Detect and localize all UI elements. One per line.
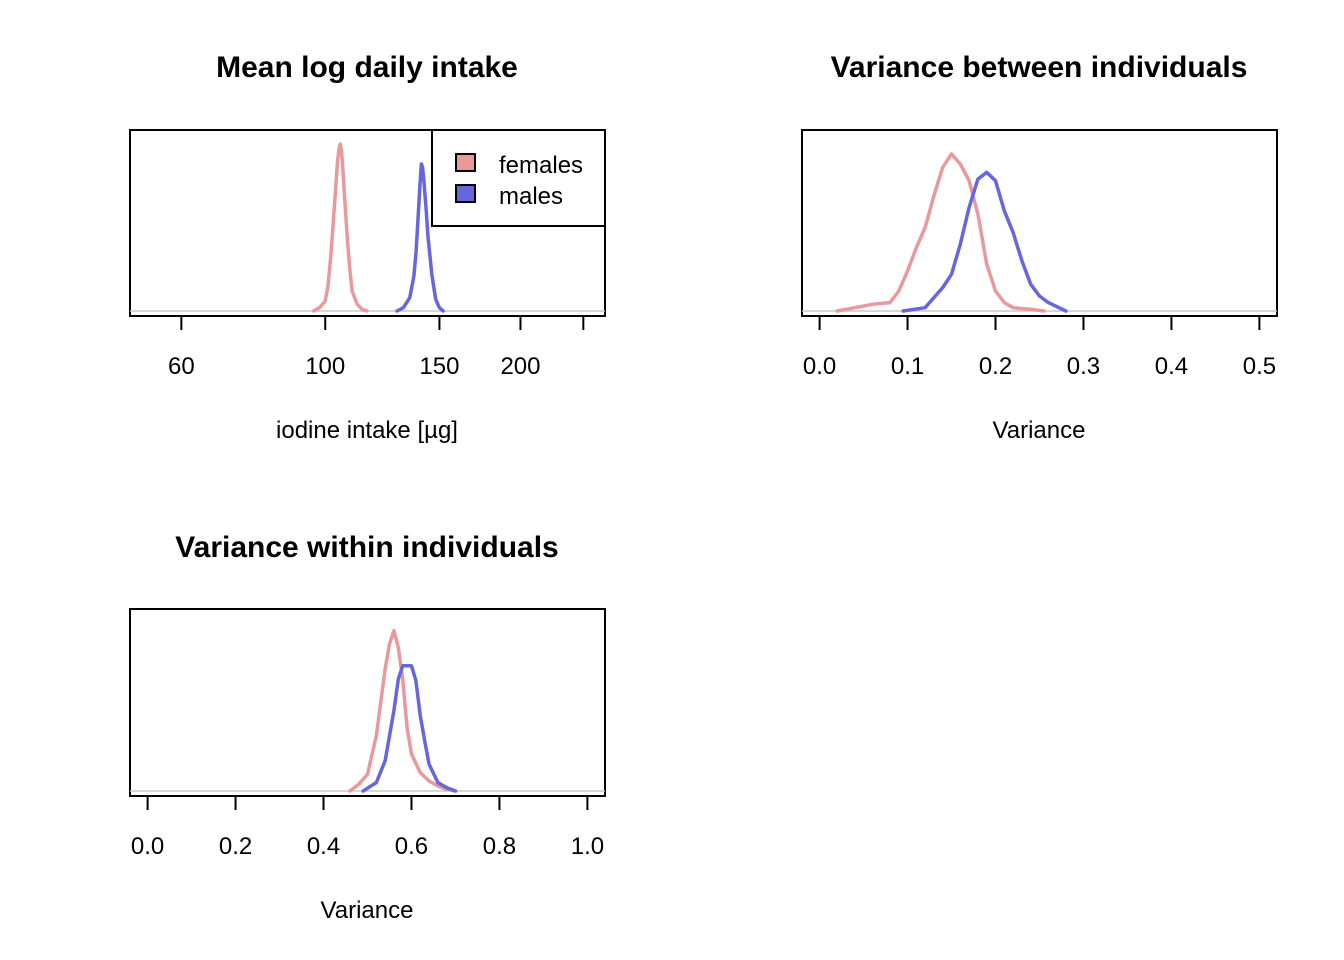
panel1-x-tick-label: 60 [168,353,195,380]
panel3-density-line-females [348,628,458,793]
panel3-x-tick-label: 1.0 [571,833,604,860]
panel2-x-tick-label: 0.0 [803,353,836,380]
panel1-density-line-males [395,162,445,313]
panel2-x-tick-label: 0.2 [979,353,1012,380]
panel1-x-axis-label: iodine intake [µg] [276,417,458,444]
panel2-density-line-males [901,170,1068,313]
panel3-density-line-males [361,664,458,793]
panel2-x-tick-label: 0.4 [1155,353,1188,380]
panel3-x-tick-label: 0.8 [483,833,516,860]
panel2-title: Variance between individuals [831,51,1248,84]
panel2-density-line-females [835,152,1046,313]
panel3-x-axis-label: Variance [321,897,414,924]
legend-key-females [455,153,476,172]
panel-variance-within-individuals: Variance within individuals 0.0 0.2 0.4 0.6… [129,531,606,924]
panel1-marks: 60 100 150 200 [130,142,605,380]
legend-box [431,129,606,227]
panel3-x-tick-label: 0.0 [131,833,164,860]
legend-label-males: males [499,183,563,210]
panel1-x-tick-label: 200 [500,353,540,380]
panel1-legend: females males [431,129,606,227]
panel3-marks: 0.0 0.2 0.4 0.6 0.8 1.0 [130,628,605,860]
panel1-x-tick-label: 100 [305,353,345,380]
panel1-density-line-females [311,142,369,313]
panel2-x-tick-label: 0.1 [891,353,924,380]
panel-variance-between-individuals: Variance between individuals 0.0 0.1 0.2 0.… [801,51,1278,444]
panel3-x-tick-label: 0.4 [307,833,340,860]
panel3-title: Variance within individuals [175,531,558,564]
panel2-marks: 0.0 0.1 0.2 0.3 0.4 0.5 [802,152,1277,380]
panel2-x-tick-label: 0.5 [1243,353,1276,380]
panel2-x-axis-label: Variance [993,417,1086,444]
panel1-title: Mean log daily intake [216,51,518,84]
legend-key-males [455,184,476,203]
panel3-x-tick-label: 0.6 [395,833,428,860]
panel2-x-tick-label: 0.3 [1067,353,1100,380]
panel3-x-tick-label: 0.2 [219,833,252,860]
panel1-x-tick-label: 150 [419,353,459,380]
legend-label-females: females [499,152,583,179]
panel-mean-log-daily-intake: Mean log daily intake 60 100 150 200 iodine… [129,51,606,444]
